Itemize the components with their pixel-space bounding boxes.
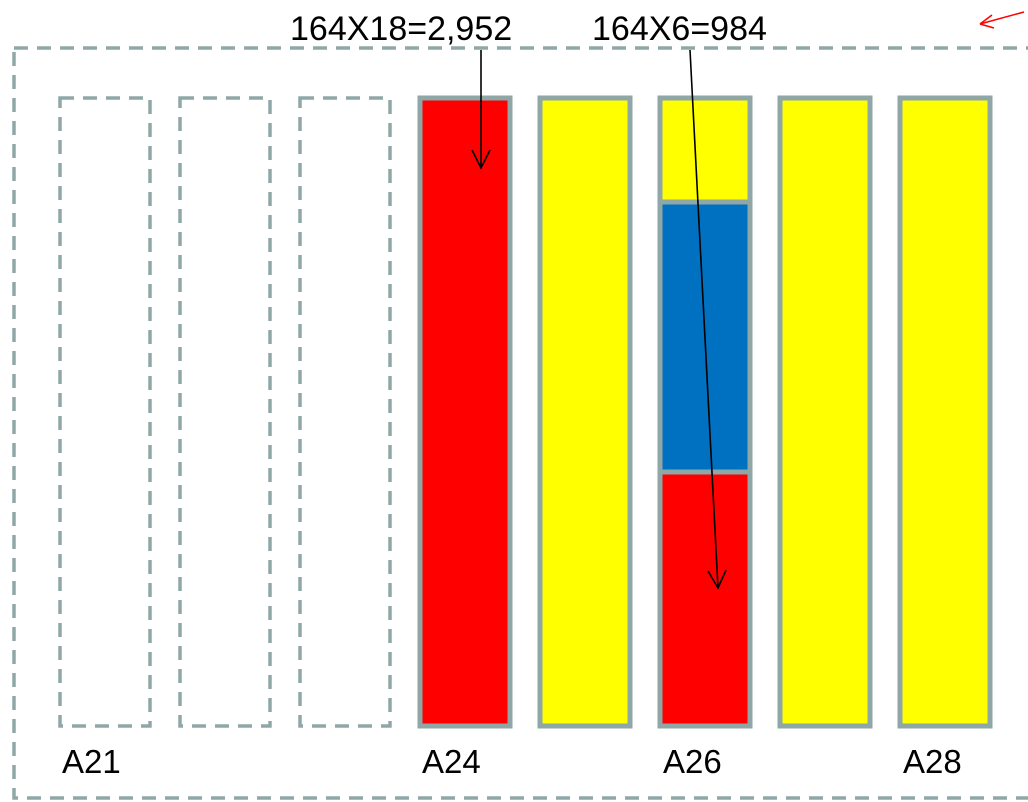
bay-yellow-2 (777, 95, 873, 729)
bay-yellow-1 (537, 95, 633, 729)
bay-label-a21: A21 (62, 743, 121, 780)
bay-a26-segment-red (657, 469, 753, 729)
bay-a26-stacked (657, 95, 753, 729)
bay-label-a28: A28 (903, 743, 962, 780)
bay-label-a26: A26 (663, 743, 722, 780)
annotation-arrow-right (689, 49, 727, 590)
annotation-left-text: 164X18=2,952 (290, 10, 513, 48)
annotation-arrow-left (471, 50, 491, 170)
bay-yellow-3 (897, 95, 993, 729)
bay-empty-3 (298, 96, 392, 728)
corner-arrow-icon (979, 11, 1025, 29)
bay-empty-2 (178, 96, 272, 728)
annotation-right-text: 164X6=984 (592, 10, 767, 48)
bay-label-a24: A24 (422, 743, 481, 780)
bay-a24-red (417, 95, 513, 729)
outer-area-boundary (12, 46, 1028, 800)
bay-a26-segment-yellow (657, 95, 753, 205)
bay-empty-1 (58, 96, 152, 728)
